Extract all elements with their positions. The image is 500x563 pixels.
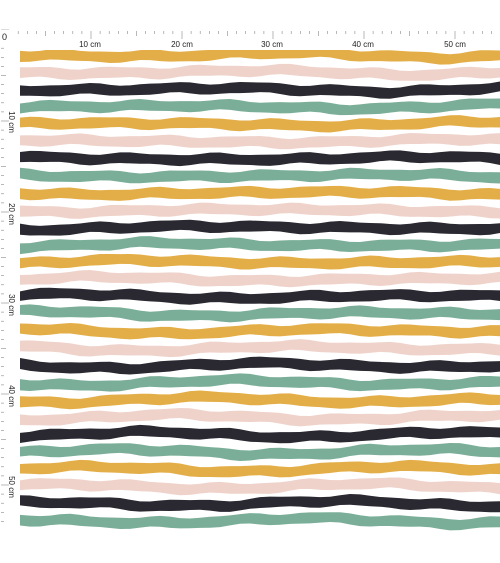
stripe-charcoal <box>10 287 500 305</box>
top-ruler: 10 cm 20 cm 30 cm 40 cm 50 cm <box>0 30 500 50</box>
top-ruler-label-50: 50 cm <box>444 40 466 49</box>
stripe-mustard <box>10 322 500 340</box>
stripe-mustard <box>10 390 500 410</box>
stripe-mustard <box>10 46 500 65</box>
left-ruler-bg <box>0 40 20 530</box>
stripe-mustard <box>10 185 500 201</box>
left-ruler-label-40: 40 cm <box>7 385 16 407</box>
stripe-sage <box>10 512 500 531</box>
stripe-mustard <box>10 254 500 270</box>
left-ruler-label-20: 20 cm <box>7 203 16 225</box>
left-ruler-label-50: 50 cm <box>7 476 16 498</box>
stripe-charcoal <box>10 150 500 167</box>
stripe-pattern <box>10 46 500 531</box>
stripe-blush <box>10 477 500 496</box>
stripe-blush <box>10 133 500 150</box>
ruler-corner <box>0 30 12 42</box>
stripe-charcoal <box>10 81 500 99</box>
stripe-sage <box>10 98 500 116</box>
top-ruler-label-40: 40 cm <box>352 40 374 49</box>
stripe-sage <box>10 443 500 462</box>
stripe-sage <box>10 167 500 184</box>
stripe-mustard <box>10 459 500 478</box>
stripe-mustard <box>10 115 500 133</box>
left-ruler-label-30: 30 cm <box>7 294 16 316</box>
ruler-origin-label: 0 <box>2 32 7 42</box>
stripe-blush <box>10 202 500 219</box>
stripe-charcoal <box>10 356 500 375</box>
stripe-sage <box>10 373 500 392</box>
stripe-charcoal <box>10 424 500 444</box>
top-ruler-label-10: 10 cm <box>79 40 101 49</box>
stripe-sage <box>10 304 500 323</box>
stripe-blush <box>10 408 500 427</box>
stripe-charcoal <box>10 494 500 513</box>
stripe-blush <box>10 63 500 81</box>
stripe-blush <box>10 269 500 288</box>
top-ruler-bg <box>0 30 500 50</box>
left-ruler-label-10: 10 cm <box>7 111 16 133</box>
stripe-sage <box>10 236 500 255</box>
stripe-blush <box>10 339 500 358</box>
top-ruler-label-20: 20 cm <box>171 40 193 49</box>
top-ruler-label-30: 30 cm <box>261 40 283 49</box>
stripe-charcoal <box>10 219 500 236</box>
left-ruler: 10 cm 20 cm 30 cm 40 cm 50 cm <box>0 29 20 530</box>
